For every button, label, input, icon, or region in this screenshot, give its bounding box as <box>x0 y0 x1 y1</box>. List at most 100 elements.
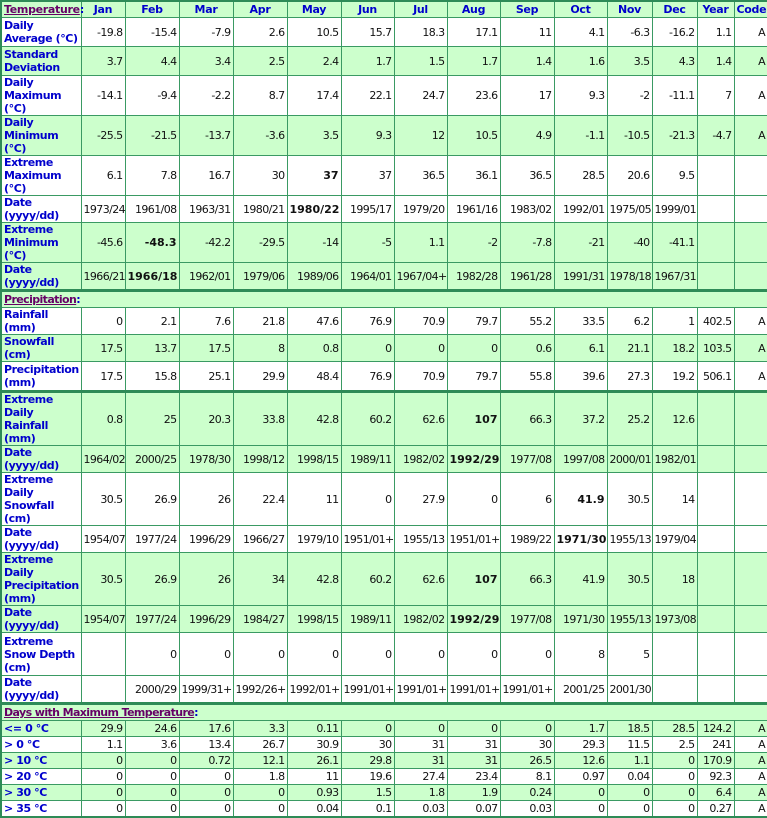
data-cell: 1982/01 <box>651 445 698 473</box>
data-cell: 28.5 <box>651 720 698 737</box>
data-cell: 1973/24 <box>80 195 126 223</box>
column-header-code: Code <box>733 0 767 18</box>
data-cell <box>696 675 735 704</box>
data-cell: 3.4 <box>178 46 234 76</box>
data-cell: 30.5 <box>606 552 653 606</box>
data-cell: 1991/01+ <box>446 675 501 704</box>
data-cell: 26.9 <box>124 472 180 526</box>
data-code-cell <box>733 472 767 526</box>
data-cell: 1991/31 <box>553 262 608 291</box>
data-cell: 1999/31+ <box>178 675 234 704</box>
table-row: Date (yyyy/dd) 1966/21 1966/18 1962/01 1979/… <box>0 262 767 291</box>
data-cell: -13.7 <box>178 115 234 156</box>
data-cell: 0 <box>80 784 126 801</box>
data-cell: 0 <box>124 752 180 769</box>
data-code-cell: A <box>733 784 767 801</box>
data-cell: 27.3 <box>606 361 653 392</box>
data-cell: 0.97 <box>553 768 608 785</box>
data-cell: 1992/01 <box>553 195 608 223</box>
data-cell: 12.6 <box>553 752 608 769</box>
data-cell: 1998/15 <box>286 445 342 473</box>
data-cell: 1978/30 <box>178 445 234 473</box>
data-cell: 0 <box>499 632 555 676</box>
data-cell: 9.3 <box>553 75 608 116</box>
data-cell: 2.4 <box>286 46 342 76</box>
data-cell: 12.1 <box>232 752 288 769</box>
data-code-cell: A <box>733 334 767 362</box>
data-cell: 107 <box>446 390 501 446</box>
data-cell: -6.3 <box>606 17 653 47</box>
data-cell: 6.1 <box>553 334 608 362</box>
data-code-cell: A <box>733 307 767 335</box>
data-cell: -11.1 <box>651 75 698 116</box>
data-cell <box>696 155 735 196</box>
data-cell: 1.8 <box>393 784 448 801</box>
column-header-apr: Apr <box>232 0 288 18</box>
data-cell: 27.9 <box>393 472 448 526</box>
data-cell: 1.5 <box>340 784 395 801</box>
data-cell: 1989/06 <box>286 262 342 291</box>
data-cell: 1977/08 <box>499 445 555 473</box>
data-cell: 21.8 <box>232 307 288 335</box>
data-cell: -42.2 <box>178 222 234 263</box>
data-code-cell <box>733 552 767 606</box>
data-cell: 31 <box>393 752 448 769</box>
data-cell: 3.5 <box>606 46 653 76</box>
data-cell: 66.3 <box>499 552 555 606</box>
section-link[interactable]: Precipitation <box>4 293 77 306</box>
data-cell: 0 <box>393 334 448 362</box>
section-link-temperature[interactable]: Temperature <box>4 3 80 16</box>
row-label: Daily Minimum (°C) <box>0 115 82 156</box>
data-cell: 15.7 <box>340 17 395 47</box>
data-cell: 12.6 <box>651 390 698 446</box>
data-cell: 0 <box>499 720 555 737</box>
data-cell: 25.1 <box>178 361 234 392</box>
data-cell: 30.5 <box>80 552 126 606</box>
data-cell <box>696 445 735 473</box>
data-cell: 0 <box>178 632 234 676</box>
data-cell: 36.1 <box>446 155 501 196</box>
table-row: > 30 °C 0 0 0 0 0.93 1.5 1.8 1.9 0.24 0 0 0 6.4 A <box>0 784 767 801</box>
data-cell: -5 <box>340 222 395 263</box>
data-cell: -14 <box>286 222 342 263</box>
data-cell: 30.5 <box>606 472 653 526</box>
data-cell: -4.7 <box>696 115 735 156</box>
data-cell: 2001/25 <box>553 675 608 704</box>
data-cell <box>696 262 735 291</box>
data-cell: 241 <box>696 736 735 753</box>
table-row: Precipitation (mm) 17.5 15.8 25.1 29.9 48.4 76… <box>0 361 767 392</box>
data-cell: 2.6 <box>232 17 288 47</box>
data-cell: 2.5 <box>651 736 698 753</box>
data-cell: 1.4 <box>696 46 735 76</box>
data-cell: -19.8 <box>80 17 126 47</box>
data-cell: 31 <box>393 736 448 753</box>
data-cell: 17.5 <box>80 334 126 362</box>
data-cell: 0.24 <box>499 784 555 801</box>
data-cell: 1961/08 <box>124 195 180 223</box>
table-row: Date (yyyy/dd) 1973/24 1961/08 1963/31 1980/… <box>0 195 767 223</box>
section-row: Precipitation: <box>0 289 767 308</box>
data-cell: 1978/18 <box>606 262 653 291</box>
data-cell <box>696 552 735 606</box>
data-cell: 18.3 <box>393 17 448 47</box>
data-cell: 4.1 <box>553 17 608 47</box>
section-link[interactable]: Days with Maximum Temperature <box>4 706 195 719</box>
data-cell: 0 <box>80 768 126 785</box>
column-header-sep: Sep <box>499 0 555 18</box>
data-cell: 76.9 <box>340 307 395 335</box>
data-cell: 1984/27 <box>232 605 288 633</box>
data-cell: 0.8 <box>80 390 126 446</box>
data-cell: 9.3 <box>340 115 395 156</box>
data-cell: 0 <box>446 334 501 362</box>
data-cell: 0.72 <box>178 752 234 769</box>
data-code-cell: A <box>733 17 767 47</box>
data-cell: 1966/18 <box>124 262 180 291</box>
table-row: Rainfall (mm) 0 2.1 7.6 21.8 47.6 76.9 70.9 79.7… <box>0 307 767 335</box>
data-cell: 2.5 <box>232 46 288 76</box>
data-cell: 55.2 <box>499 307 555 335</box>
data-cell: 0.04 <box>286 800 342 818</box>
column-header-feb: Feb <box>124 0 180 18</box>
row-label: > 10 °C <box>0 752 82 769</box>
data-cell: 1998/12 <box>232 445 288 473</box>
data-cell: 1.7 <box>446 46 501 76</box>
